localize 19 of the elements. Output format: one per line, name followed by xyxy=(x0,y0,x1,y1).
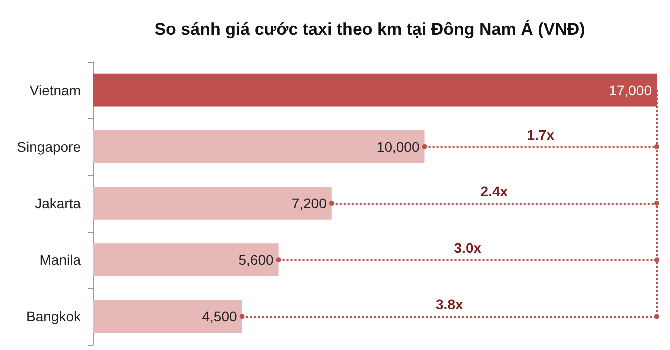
y-tick-label: Jakarta xyxy=(35,196,82,212)
bar xyxy=(93,130,425,164)
data-label: 17,000 xyxy=(609,82,652,98)
data-label: 5,600 xyxy=(238,252,274,268)
y-tick-label: Vietnam xyxy=(30,82,81,98)
y-tick-label: Bangkok xyxy=(26,308,82,325)
y-tick-label: Singapore xyxy=(17,138,82,155)
bar xyxy=(93,300,242,334)
bar xyxy=(93,187,332,220)
annotation: 2.4x xyxy=(480,184,508,200)
data-label: 10,000 xyxy=(376,138,420,155)
y-tick-label: Manila xyxy=(40,252,82,268)
annotation: 1.7x xyxy=(527,126,555,143)
bar xyxy=(93,244,279,277)
chart-title: So sánh giá cước taxi theo km tại Đông Nam Á (VNĐ) xyxy=(154,19,586,39)
annotation: 3.8x xyxy=(436,296,464,313)
data-label: 4,500 xyxy=(202,308,238,325)
annotation: 3.0x xyxy=(454,240,482,256)
data-label: 7,200 xyxy=(292,196,328,212)
